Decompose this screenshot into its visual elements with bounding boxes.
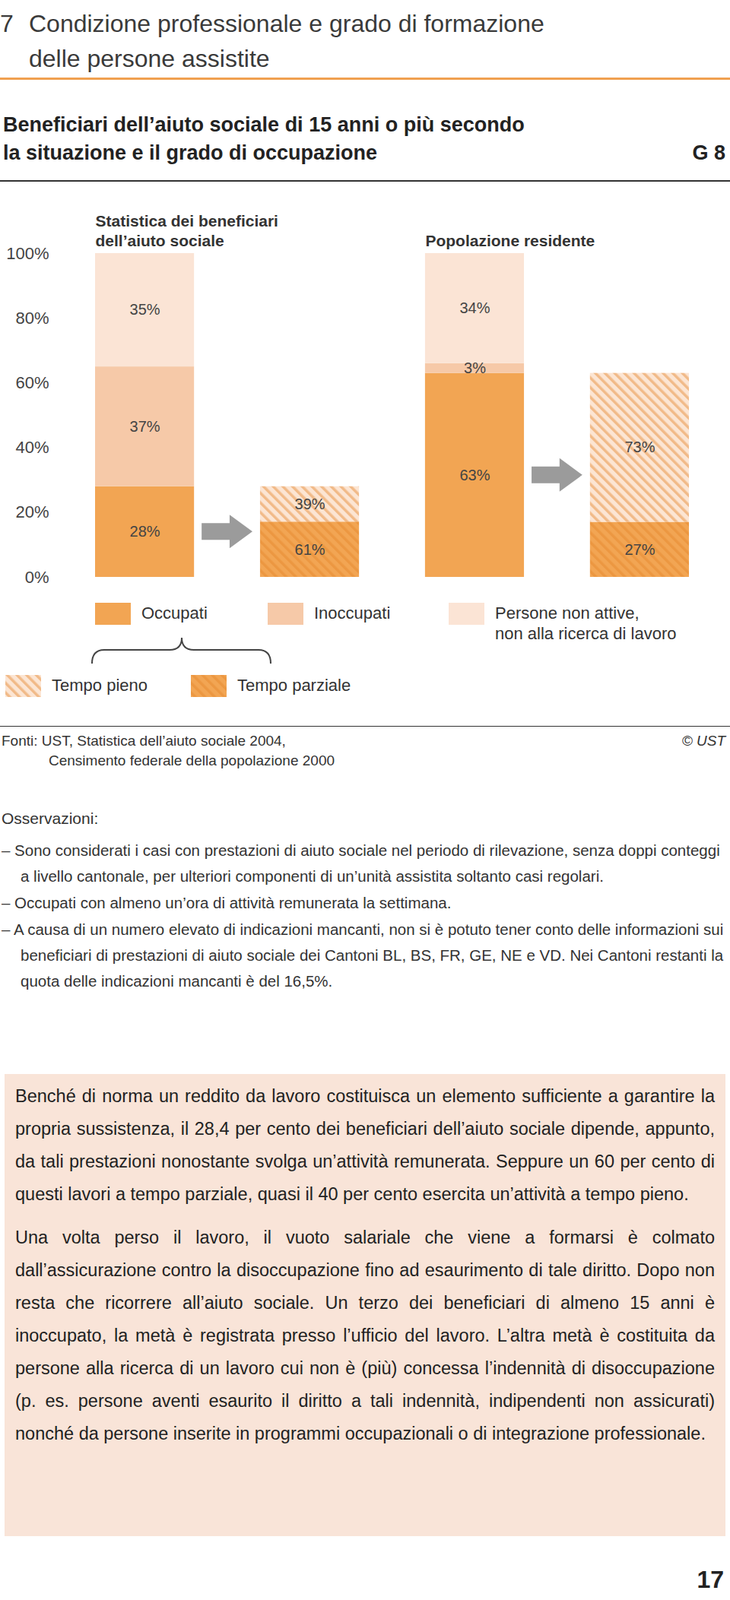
svg-text:0%: 0%	[25, 568, 50, 588]
svg-text:37%: 37%	[130, 418, 161, 435]
html-text:7: 7	[0, 9, 14, 38]
html-text:Tempo pieno: Tempo pieno	[51, 676, 148, 696]
html-text:Persone non attive, non alla r: Persone non attive, non alla ricerca di …	[495, 603, 677, 644]
svg-text:3%: 3%	[463, 359, 486, 377]
svg-text:100%: 100%	[6, 244, 49, 264]
svg-text:35%: 35%	[130, 301, 161, 318]
html-text:Beneficiari dell’aiuto sociale: Beneficiari dell’aiuto sociale di 15 ann…	[3, 113, 525, 165]
html-text:– Sono considerati i casi con: – Sono considerati i casi con prestazion…	[1, 841, 720, 886]
html-text:G 8: G 8	[692, 141, 726, 165]
html-text:– A causa di un numero elevato: – A causa di un numero elevato di indica…	[1, 920, 724, 991]
svg-text:Popolazione residente: Popolazione residente	[425, 231, 595, 250]
svg-text:27%: 27%	[624, 541, 655, 559]
svg-text:Statistica dei beneficiaridell: Statistica dei beneficiaridell’aiuto soc…	[95, 212, 279, 249]
html-text:– Occupati con almeno un’ora d: – Occupati con almeno un’ora di attività…	[1, 894, 452, 912]
html-text:Occupati: Occupati	[141, 603, 208, 623]
svg-text:80%: 80%	[15, 308, 49, 328]
svg-text:61%: 61%	[295, 541, 326, 559]
svg-text:60%: 60%	[15, 373, 49, 393]
svg-text:28%: 28%	[130, 523, 161, 540]
html-text:Benché di norma un reddito da: Benché di norma un reddito da lavoro cos…	[15, 1086, 715, 1205]
html-text:Osservazioni:: Osservazioni:	[1, 809, 99, 828]
svg-text:40%: 40%	[15, 438, 49, 458]
svg-text:20%: 20%	[15, 502, 49, 522]
svg-text:39%: 39%	[295, 495, 326, 513]
html-text:Fonti: UST, Statistica dell’ai: Fonti: UST, Statistica dell’aiuto social…	[1, 733, 286, 750]
html-text:© UST: © UST	[681, 733, 726, 750]
html-text:Tempo parziale: Tempo parziale	[237, 676, 351, 696]
html-text:Una volta perso il lavoro, il: Una volta perso il lavoro, il vuoto sala…	[15, 1228, 715, 1445]
svg-text:63%: 63%	[459, 466, 490, 484]
html-text:Condizione professionale e gra: Condizione professionale e grado di form…	[28, 9, 545, 73]
svg-text:73%: 73%	[624, 438, 655, 456]
html-text:17: 17	[696, 1566, 724, 1594]
svg-text:34%: 34%	[459, 299, 490, 317]
html-text:Inoccupati: Inoccupati	[314, 603, 391, 623]
html-text:Censimento federale della popo: Censimento federale della popolazione 20…	[48, 752, 335, 769]
